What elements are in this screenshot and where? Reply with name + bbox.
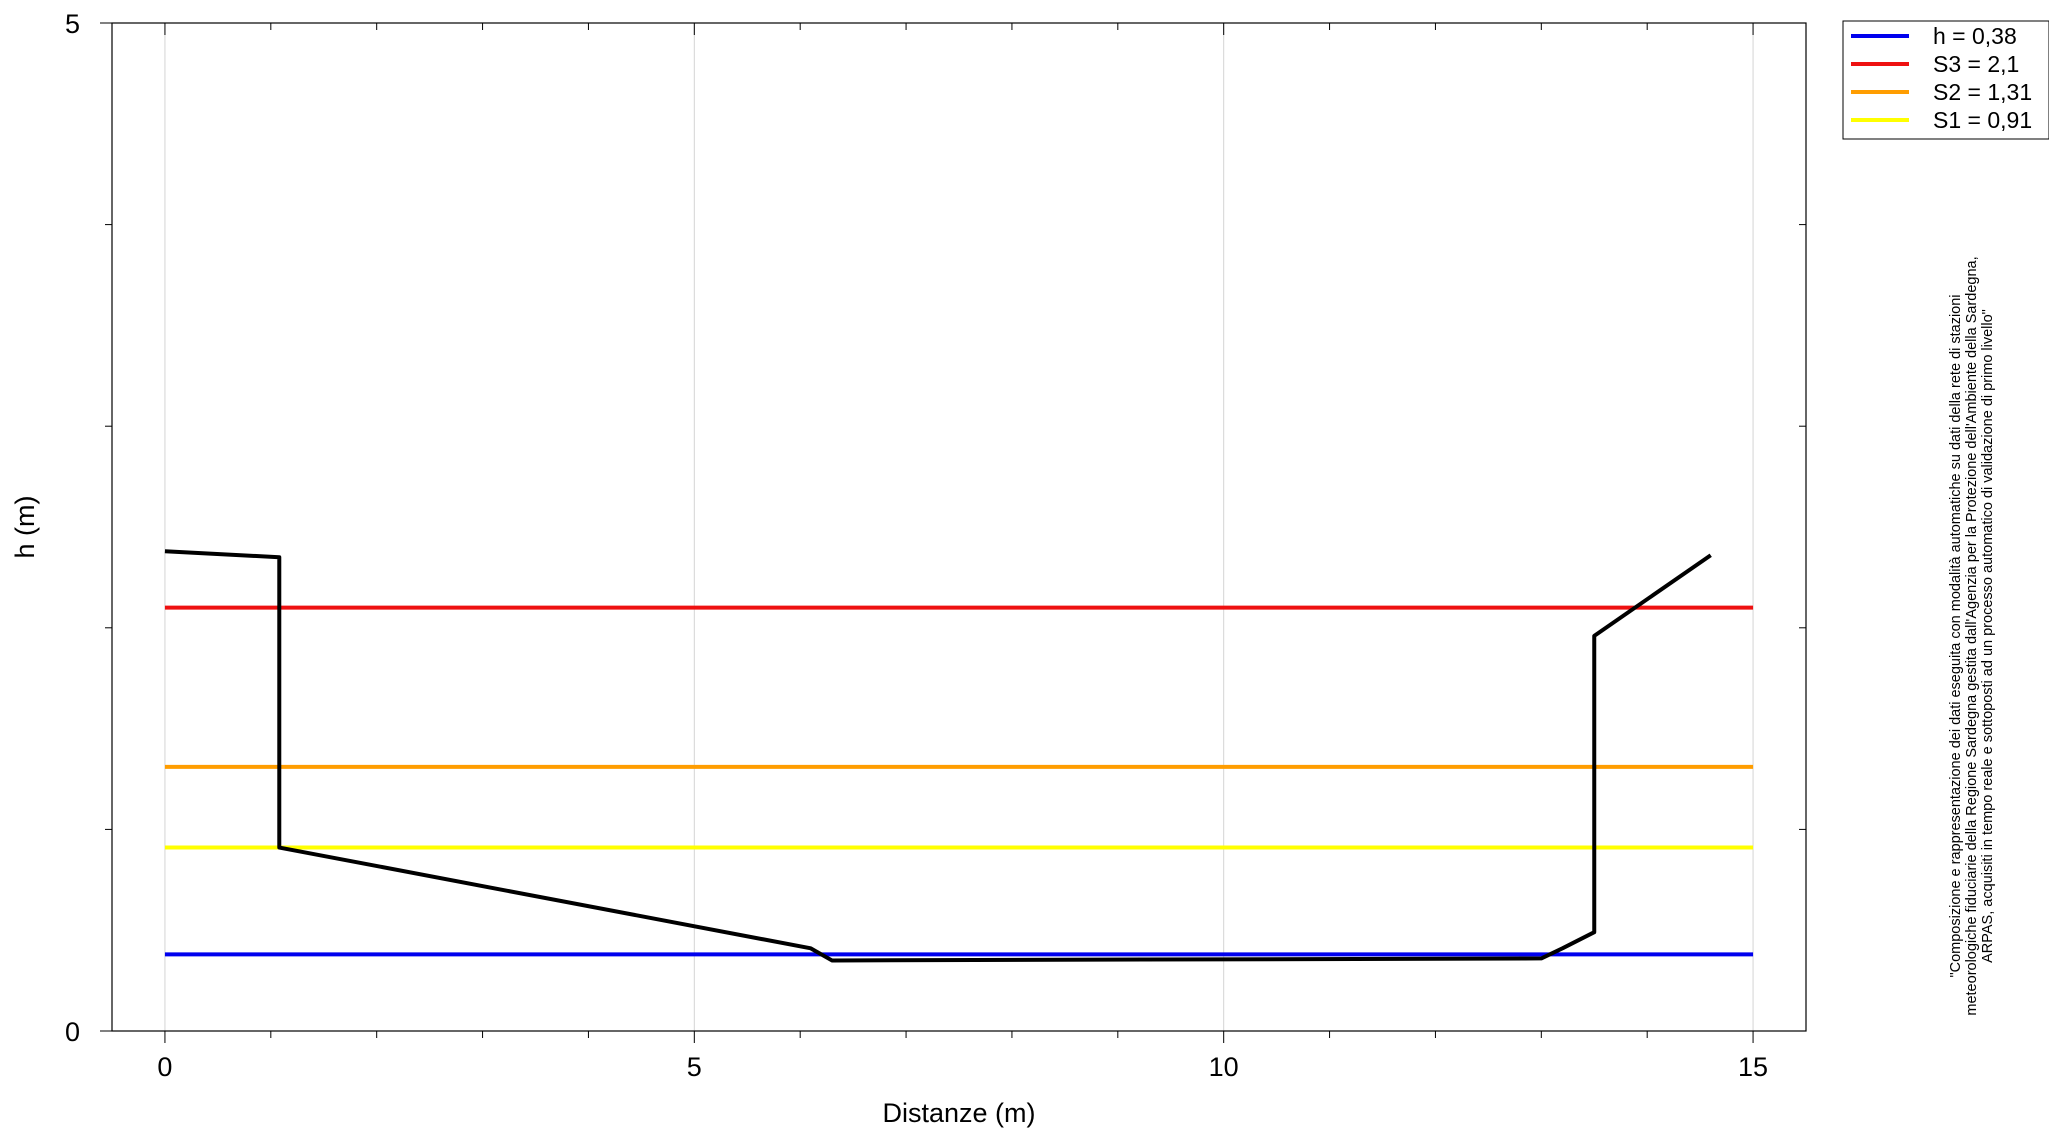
legend-label: S1 = 0,91 bbox=[1933, 107, 2032, 133]
tick-labels: 0 5 10 15 0 5 bbox=[65, 9, 1768, 1082]
profile-layer bbox=[164, 549, 1712, 963]
x-axis-label: Distanze (m) bbox=[882, 1098, 1035, 1128]
threshold-lines bbox=[164, 605, 1754, 957]
x-tick-label: 0 bbox=[157, 1052, 172, 1082]
y-tick-label: 0 bbox=[65, 1017, 80, 1047]
y-axis-label: h (m) bbox=[10, 496, 40, 559]
grid-lines bbox=[164, 23, 1754, 1031]
legend-label: S3 = 2,1 bbox=[1933, 51, 2019, 77]
y-tick-label: 5 bbox=[65, 9, 80, 39]
river-cross-section-profile bbox=[164, 549, 1712, 963]
data-source-note: "Composizione e rappresentazione dei dat… bbox=[1948, 256, 1996, 1015]
legend-label: h = 0,38 bbox=[1933, 23, 2017, 49]
legend-label: S2 = 1,31 bbox=[1933, 79, 2032, 105]
plot-frame bbox=[111, 22, 1807, 1032]
source-note-line: meteorologiche fiduciarie della Regione … bbox=[1964, 256, 1980, 1015]
x-tick-label: 5 bbox=[687, 1052, 702, 1082]
source-note-line: ARPAS, acquisiti in tempo reale e sottop… bbox=[1980, 309, 1996, 963]
x-tick-label: 10 bbox=[1209, 1052, 1239, 1082]
x-tick-label: 15 bbox=[1738, 1052, 1768, 1082]
source-note-line: "Composizione e rappresentazione dei dat… bbox=[1948, 294, 1964, 977]
axis-ticks bbox=[100, 22, 1806, 1043]
